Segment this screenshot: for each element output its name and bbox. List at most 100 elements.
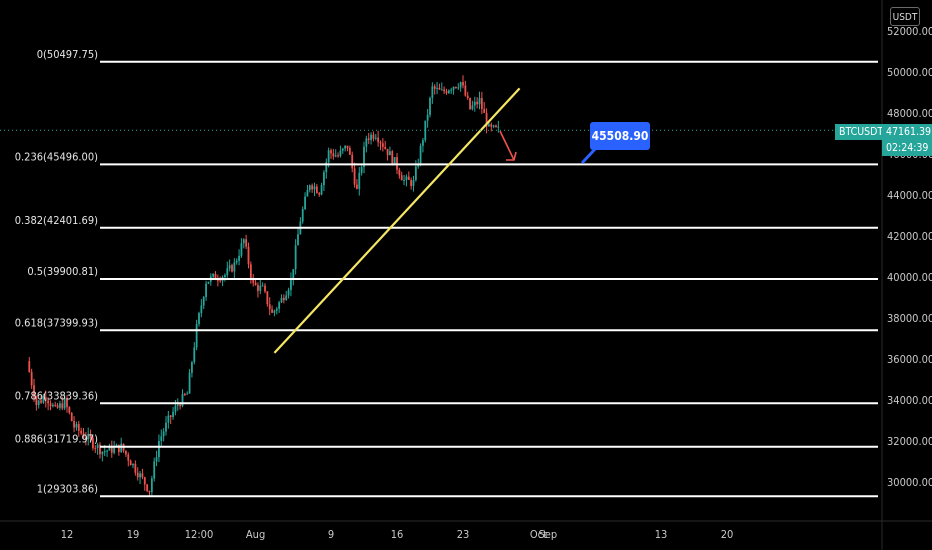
candle-body-181 [455, 86, 457, 88]
candle-body-183 [459, 82, 462, 88]
candle-body-113 [294, 245, 297, 270]
candle-body-158 [400, 175, 403, 181]
candle-body-17 [68, 407, 71, 413]
candle-body-129 [332, 153, 335, 157]
candle-body-174 [438, 87, 441, 90]
candle-body-12 [56, 405, 59, 408]
fibonacci-levels[interactable]: 0(50497.75) 0.236(45496.00) 0.382(42401.69… [15, 48, 878, 498]
candle-body-159 [403, 179, 405, 181]
candle-body-186 [466, 95, 469, 99]
candle-body-22 [80, 430, 83, 434]
y-tick-label-1: 50000.00 [887, 66, 932, 79]
candle-body-171 [431, 86, 434, 99]
candle-body-184 [462, 82, 464, 86]
x-tick-label-1: 19 [127, 528, 140, 541]
candle-body-0 [28, 361, 31, 372]
candle-body-34 [108, 445, 111, 451]
candle-body-163 [412, 180, 415, 186]
candle-body-117 [304, 196, 306, 210]
candle-body-141 [360, 167, 363, 173]
time-axis[interactable]: 12 19 12:00 Aug 9 16 23 Sep 13 20 Oct [61, 528, 734, 541]
candle-body-98 [259, 285, 262, 291]
candle-body-187 [469, 98, 471, 110]
candle-body-57 [162, 431, 165, 437]
candle-body-131 [337, 155, 339, 157]
candle-body-107 [280, 297, 283, 303]
candle-body-70 [193, 347, 196, 363]
candle-body-19 [73, 421, 75, 428]
candle-body-27 [92, 438, 94, 448]
candle-body-199 [497, 126, 500, 128]
candle-body-134 [344, 145, 347, 149]
candle-body-162 [410, 179, 413, 186]
candle-body-43 [129, 460, 132, 466]
candle-body-14 [61, 403, 64, 409]
candle-body-150 [381, 143, 384, 147]
candle-body-33 [106, 450, 108, 452]
candle-body-124 [320, 185, 323, 195]
candle-body-53 [153, 461, 156, 479]
candle-body-49 [143, 477, 146, 485]
candle-body-151 [384, 146, 387, 149]
candle-body-170 [429, 98, 431, 115]
candle-body-48 [141, 473, 144, 478]
candle-body-90 [240, 243, 243, 256]
y-tick-label-5: 42000.00 [887, 230, 932, 243]
candle-body-83 [224, 275, 226, 278]
candle-body-99 [261, 285, 264, 287]
y-tick-label-9: 34000.00 [887, 394, 932, 407]
candle-body-146 [372, 134, 375, 139]
candle-body-3 [35, 397, 38, 406]
candle-body-122 [315, 186, 318, 194]
candle-body-8 [47, 400, 50, 404]
x-tick-label-3: Aug [246, 528, 265, 541]
candle-body-29 [96, 444, 99, 449]
candle-body-103 [271, 309, 273, 313]
candle-body-106 [278, 302, 281, 309]
candle-body-169 [426, 114, 429, 121]
candle-body-175 [440, 89, 443, 91]
candle-body-120 [311, 185, 314, 190]
bar-countdown: 02:24:39 [886, 142, 929, 154]
candle-body-127 [327, 150, 330, 163]
currency-unit-label[interactable]: USDT [890, 7, 920, 26]
fib-label-2: 0.382(42401.69) [15, 214, 98, 227]
fib-label-5: 0.786(33839.36) [15, 389, 98, 402]
candle-body-168 [424, 120, 427, 141]
candle-body-152 [386, 148, 389, 156]
candle-body-52 [150, 478, 153, 493]
candle-body-94 [249, 264, 252, 278]
candle-body-108 [282, 297, 285, 301]
fib-label-1: 0.236(45496.00) [15, 150, 98, 163]
candle-body-81 [219, 280, 222, 282]
candle-body-41 [125, 450, 127, 455]
candle-body-88 [235, 260, 238, 263]
candle-body-193 [483, 108, 486, 113]
candle-body-167 [422, 140, 424, 146]
candle-body-154 [391, 151, 394, 164]
candle-body-72 [198, 313, 200, 325]
y-tick-label-2: 48000.00 [887, 107, 932, 120]
candle-body-35 [110, 445, 113, 453]
candle-body-75 [205, 283, 207, 298]
candle-body-185 [464, 85, 467, 96]
candle-body-80 [216, 279, 219, 281]
candle-body-69 [191, 362, 193, 373]
candle-body-61 [172, 411, 174, 418]
candle-body-62 [174, 405, 177, 412]
candle-body-44 [132, 463, 134, 466]
down-arrow-icon [499, 130, 517, 161]
candle-body-76 [207, 281, 210, 284]
candle-body-149 [379, 142, 382, 144]
candle-body-145 [370, 134, 372, 140]
x-tick-label-9: 20 [721, 528, 734, 541]
candle-body-78 [212, 273, 215, 277]
price-callout[interactable]: 45508.90 [590, 122, 650, 150]
candle-body-191 [478, 98, 481, 105]
fib-label-0: 0(50497.75) [37, 48, 98, 61]
candle-body-86 [231, 265, 233, 272]
trend-line[interactable] [273, 87, 521, 354]
candle-body-109 [285, 295, 288, 301]
candle-body-45 [134, 463, 137, 473]
